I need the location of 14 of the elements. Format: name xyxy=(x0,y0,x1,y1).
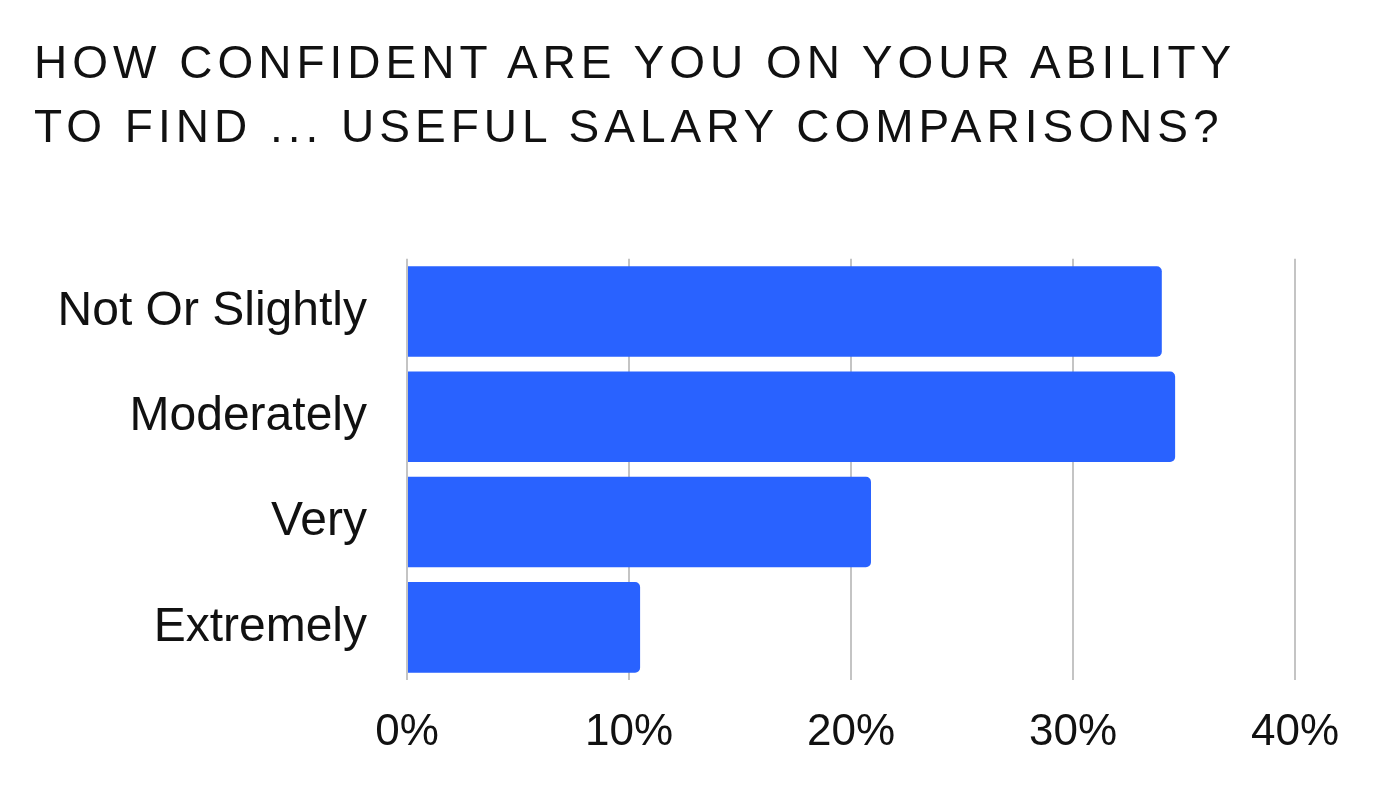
y-tick-label: Extremely xyxy=(153,597,367,651)
bar xyxy=(408,476,871,568)
y-tick-label: Moderately xyxy=(129,386,367,440)
bar xyxy=(408,582,641,673)
x-tick-label: 10% xyxy=(584,704,674,754)
x-tick-label: 0% xyxy=(375,704,439,754)
x-tick-label: 20% xyxy=(806,704,896,754)
x-tick-label: 30% xyxy=(1028,704,1118,754)
y-tick-label: Very xyxy=(270,492,367,546)
x-tick-label: 40% xyxy=(1250,704,1340,754)
y-tick-label: Not Or Slightly xyxy=(57,281,367,335)
bar xyxy=(408,266,1162,357)
chart-title: HOW CONFIDENT ARE YOU ON YOUR ABILITY TO FIND ... USEFUL SALARY COMPARISONS? xyxy=(34,35,1237,154)
bar xyxy=(408,371,1176,463)
